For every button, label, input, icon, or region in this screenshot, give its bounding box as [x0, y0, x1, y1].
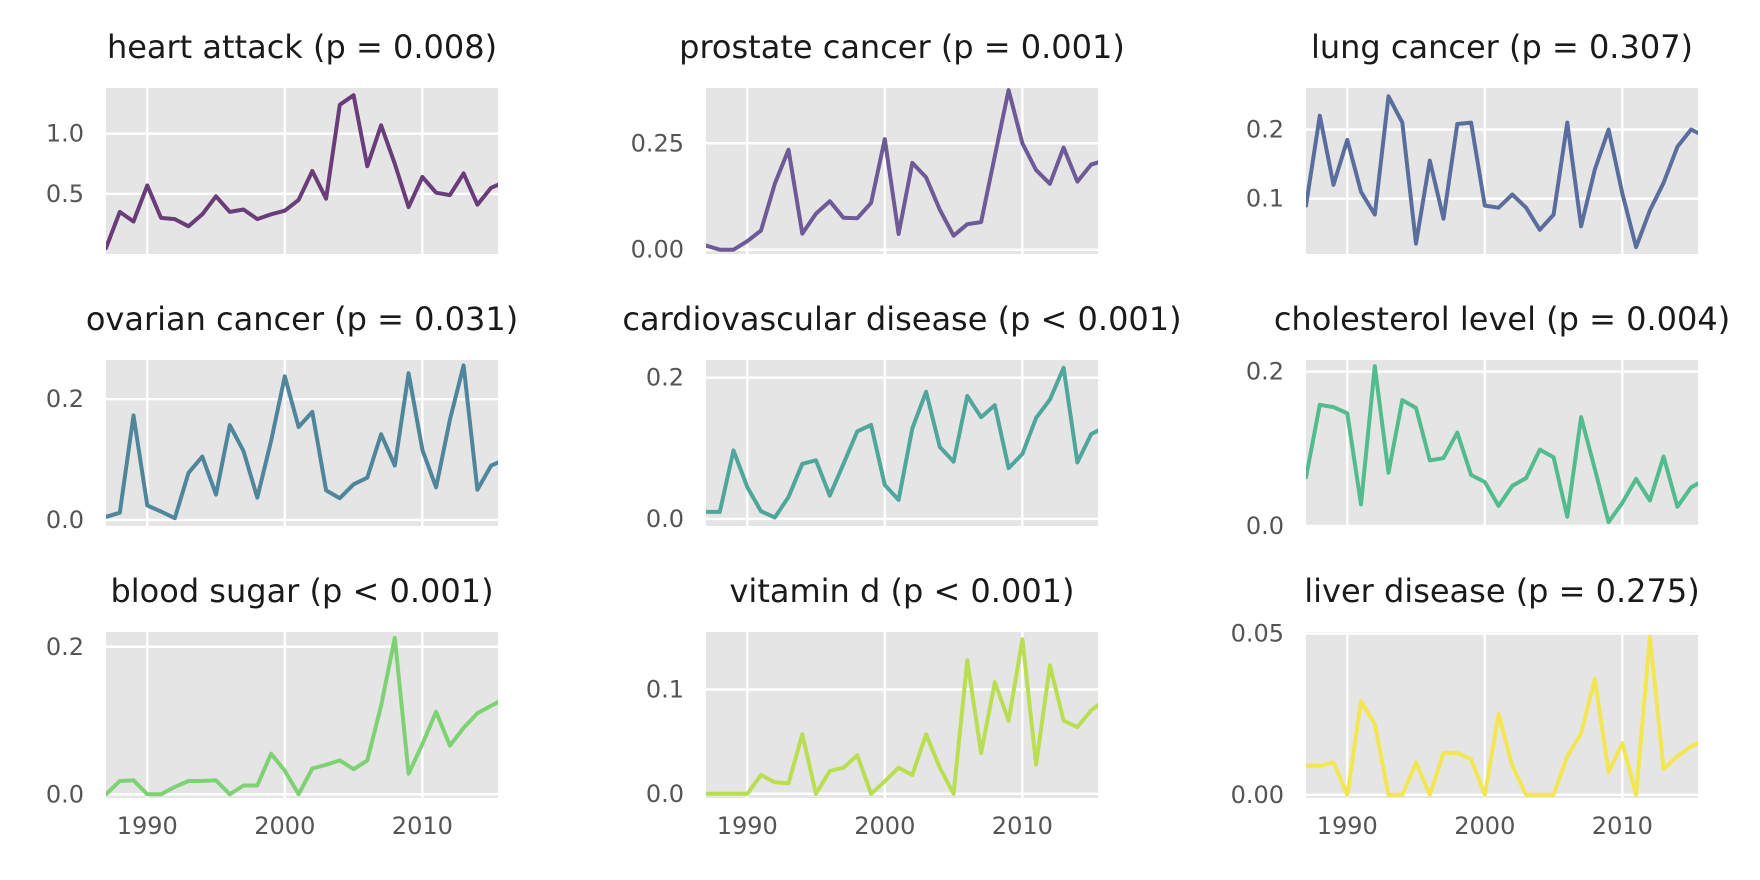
y-tick-label: 0.5: [46, 180, 84, 208]
panel-title: prostate cancer (p = 0.001): [679, 28, 1125, 66]
plot-background: [706, 360, 1098, 526]
x-tick-label: 2000: [254, 812, 315, 840]
y-tick-label: 0.1: [1246, 185, 1284, 213]
y-tick-label: 0.2: [46, 385, 84, 413]
series-line: [1306, 634, 1698, 797]
panel-title: liver disease (p = 0.275): [1304, 572, 1699, 610]
y-tick-label: 0.2: [646, 364, 684, 392]
y-tick-label: 0.00: [631, 236, 684, 264]
x-tick-label: 2000: [1454, 812, 1515, 840]
y-tick-label: 1.0: [46, 120, 84, 148]
y-tick-label: 0.1: [646, 675, 684, 703]
x-tick-label: 2010: [392, 812, 453, 840]
series-line: [706, 88, 1098, 252]
plot-background: [706, 632, 1098, 798]
panel-6: 1990 2000 2010 0.0 0.2 blood sugar (p < 0.001…: [46, 572, 498, 840]
panel-4: 0.0 0.2 cardiovascular disease (p < 0.001): [622, 300, 1181, 533]
panel-1: 0.00 0.25 prostate cancer (p = 0.001): [631, 28, 1125, 264]
panel-title: heart attack (p = 0.008): [107, 28, 497, 66]
series-line: [706, 365, 1098, 520]
panel-2: 0.1 0.2 lung cancer (p = 0.307): [1246, 28, 1698, 254]
panel-title: blood sugar (p < 0.001): [110, 572, 493, 610]
plot-background: [106, 88, 498, 254]
y-tick-label: 0.0: [1246, 512, 1284, 540]
y-tick-label: 0.25: [631, 129, 684, 157]
panel-3: 0.0 0.2 ovarian cancer (p = 0.031): [46, 300, 518, 534]
x-tick-label: 2010: [1592, 812, 1653, 840]
y-tick-label: 0.2: [46, 633, 84, 661]
plot-background: [106, 360, 498, 526]
panel-title: lung cancer (p = 0.307): [1311, 28, 1693, 66]
y-tick-label: 0.0: [646, 780, 684, 808]
x-tick-label: 2000: [854, 812, 915, 840]
y-tick-label: 0.0: [46, 780, 84, 808]
series-line: [706, 637, 1098, 796]
series-line: [1306, 364, 1698, 525]
plot-background: [1306, 88, 1698, 254]
x-tick-label: 1990: [717, 812, 778, 840]
y-tick-label: 0.05: [1231, 620, 1284, 648]
y-tick-label: 0.2: [1246, 358, 1284, 386]
y-tick-label: 0.00: [1231, 781, 1284, 809]
y-tick-label: 0.2: [1246, 116, 1284, 144]
series-line: [106, 363, 498, 521]
y-tick-label: 0.0: [46, 506, 84, 534]
y-tick-label: 0.0: [646, 505, 684, 533]
panel-title: vitamin d (p < 0.001): [729, 572, 1074, 610]
panel-0: 0.5 1.0 heart attack (p = 0.008): [46, 28, 498, 254]
panel-8: 1990 2000 2010 0.00 0.05 liver disease (p = 0…: [1231, 572, 1700, 840]
series-line: [106, 93, 498, 250]
panel-title: cardiovascular disease (p < 0.001): [622, 300, 1181, 338]
x-tick-label: 2010: [992, 812, 1053, 840]
panel-7: 1990 2000 2010 0.0 0.1 vitamin d (p < 0.001): [646, 572, 1098, 840]
panel-5: 0.0 0.2 cholesterol level (p = 0.004): [1246, 300, 1730, 540]
x-tick-label: 1990: [1317, 812, 1378, 840]
panel-title: ovarian cancer (p = 0.031): [86, 300, 518, 338]
panel-title: cholesterol level (p = 0.004): [1274, 300, 1730, 338]
x-tick-label: 1990: [117, 812, 178, 840]
series-line: [1306, 94, 1698, 250]
series-line: [106, 635, 498, 797]
